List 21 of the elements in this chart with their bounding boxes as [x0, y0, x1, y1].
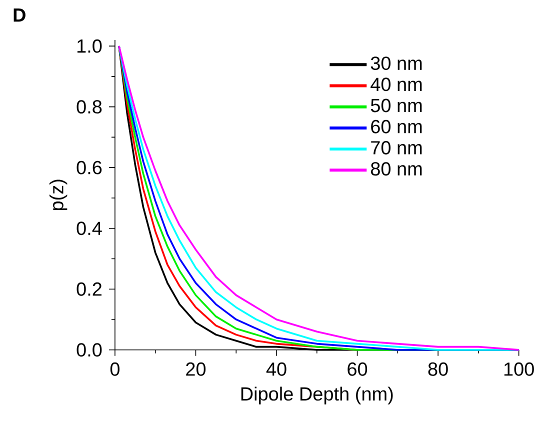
- legend-label: 30 nm: [370, 56, 422, 70]
- x-tick-label: 40: [266, 362, 286, 376]
- y-tick-label: 0.4: [76, 222, 102, 236]
- y-axis-title: p(z): [49, 180, 68, 210]
- legend-label: 70 nm: [371, 141, 422, 155]
- legend-label: 40 nm: [370, 78, 422, 92]
- x-tick-label: 20: [186, 362, 206, 376]
- text: D: [14, 8, 26, 22]
- y-tick-label: 0.8: [76, 100, 102, 114]
- y-tick-label: 0.2: [76, 282, 102, 296]
- x-tick-label: 60: [348, 362, 368, 376]
- legend-label: 80 nm: [370, 162, 422, 176]
- y-tick-label: 1.0: [77, 39, 102, 53]
- y-tick-label: 0.0: [76, 343, 102, 357]
- x-tick-label: 80: [428, 362, 448, 376]
- y-tick-label: 0.6: [76, 160, 102, 174]
- x-axis-title: Dipole Depth (nm): [241, 386, 393, 404]
- x-tick-label: 100: [504, 362, 534, 376]
- legend-label: 50 nm: [370, 98, 422, 112]
- x-tick-label: 0: [110, 362, 120, 376]
- legend-label: 60 nm: [371, 120, 422, 134]
